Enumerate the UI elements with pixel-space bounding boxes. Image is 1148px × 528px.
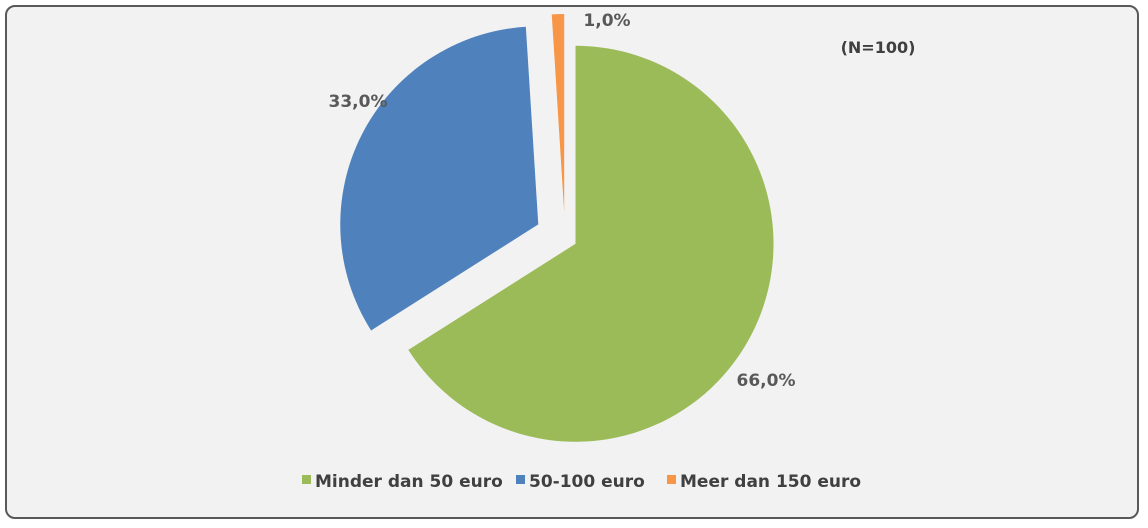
legend-label-1: Minder dan 50 euro [315,472,503,492]
legend-label-3: Meer dan 150 euro [680,472,861,492]
legend-label-2: 50-100 euro [529,472,645,492]
pie-slice-3 [551,14,565,213]
legend-swatch-1 [302,475,311,484]
legend-swatch-3 [667,475,676,484]
data-label-2: 33,0% [329,92,388,112]
sample-size-note: (N=100) [841,38,916,57]
pie-slices [340,14,774,442]
legend-swatch-2 [516,475,525,484]
data-label-3: 1,0% [583,11,630,31]
data-labels: 66,0% 33,0% 1,0% [329,11,796,391]
pie-slice-1 [408,45,774,442]
data-label-1: 66,0% [737,371,796,391]
pie-slice-2 [340,26,539,331]
legend: Minder dan 50 euro 50-100 euro Meer dan 15… [302,472,861,492]
